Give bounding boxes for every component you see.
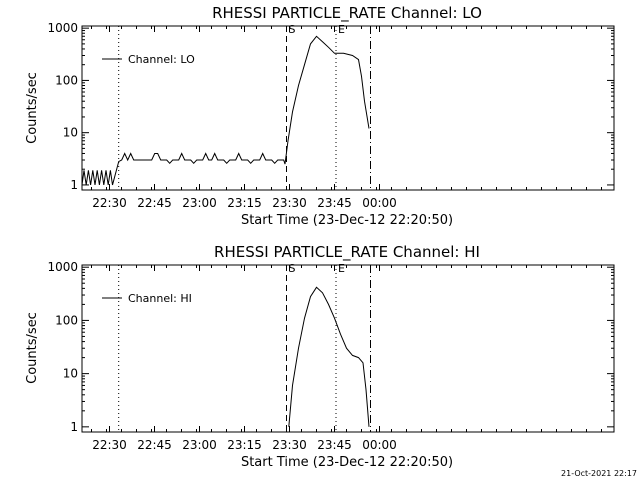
lo-legend-label: Channel: LO xyxy=(128,53,195,66)
lo-marker-label: E xyxy=(338,23,345,36)
hi-y-tick-label: 100 xyxy=(55,313,78,327)
footer-timestamp: 21-Oct-2021 22:17 xyxy=(561,469,637,478)
lo-x-tick-label: 23:30 xyxy=(272,196,307,210)
lo-y-tick-label: 10 xyxy=(63,126,78,140)
hi-x-tick-label: 23:45 xyxy=(317,438,352,452)
hi-y-tick-label: 1 xyxy=(70,420,78,434)
lo-chart-title: RHESSI PARTICLE_RATE Channel: LO xyxy=(212,4,482,23)
lo-plot-frame xyxy=(81,25,615,191)
lo-series xyxy=(81,35,370,186)
lo-x-tick-label: 22:30 xyxy=(92,196,127,210)
hi-chart-title: RHESSI PARTICLE_RATE Channel: HI xyxy=(214,243,480,262)
hi-legend: Channel: HI xyxy=(102,292,192,305)
hi-marker-label: E xyxy=(338,262,345,275)
lo-x-tick-label: 23:15 xyxy=(227,196,262,210)
hi-y-axis-label: Counts/sec xyxy=(25,312,40,384)
hi-series xyxy=(288,286,370,427)
hi-x-tick-label: 23:30 xyxy=(272,438,307,452)
hi-y-tick-label: 1000 xyxy=(47,260,78,274)
lo-x-tick-label: 23:00 xyxy=(182,196,217,210)
hi-x-tick-label: 23:15 xyxy=(227,438,262,452)
lo-marker-label: S xyxy=(289,23,296,36)
hi-y-tick-label: 10 xyxy=(63,367,78,381)
lo-series-line xyxy=(81,35,370,186)
hi-x-axis-label: Start Time (23-Dec-12 22:20:50) xyxy=(241,455,453,470)
lo-x-axis-label: Start Time (23-Dec-12 22:20:50) xyxy=(241,213,453,228)
hi-y-ticks: 1 10 100 1000 xyxy=(47,260,614,434)
lo-y-tick-label: 1 xyxy=(70,178,78,192)
lo-x-tick-label: 23:45 xyxy=(317,196,352,210)
hi-x-tick-label: 23:00 xyxy=(182,438,217,452)
hi-x-tick-label: 22:30 xyxy=(92,438,127,452)
lo-y-axis-label: Counts/sec xyxy=(25,72,40,144)
lo-panel: RHESSI PARTICLE_RATE Channel: LO Counts/… xyxy=(25,4,615,228)
hi-legend-label: Channel: HI xyxy=(128,292,192,305)
lo-x-tick-label: 00:00 xyxy=(362,196,397,210)
lo-y-tick-label: 1000 xyxy=(47,21,78,35)
hi-x-tick-label: 22:45 xyxy=(137,438,172,452)
lo-y-tick-label: 100 xyxy=(55,73,78,87)
hi-x-tick-label: 00:00 xyxy=(362,438,397,452)
hi-marker-label: S xyxy=(289,262,296,275)
hi-panel: RHESSI PARTICLE_RATE Channel: HI Counts/… xyxy=(25,243,615,470)
lo-x-tick-label: 22:45 xyxy=(137,196,172,210)
lo-legend: Channel: LO xyxy=(102,53,195,66)
hi-plot-frame xyxy=(81,264,615,433)
hi-series-line xyxy=(288,286,370,427)
lo-y-ticks: 1 10 100 1000 xyxy=(47,21,614,192)
